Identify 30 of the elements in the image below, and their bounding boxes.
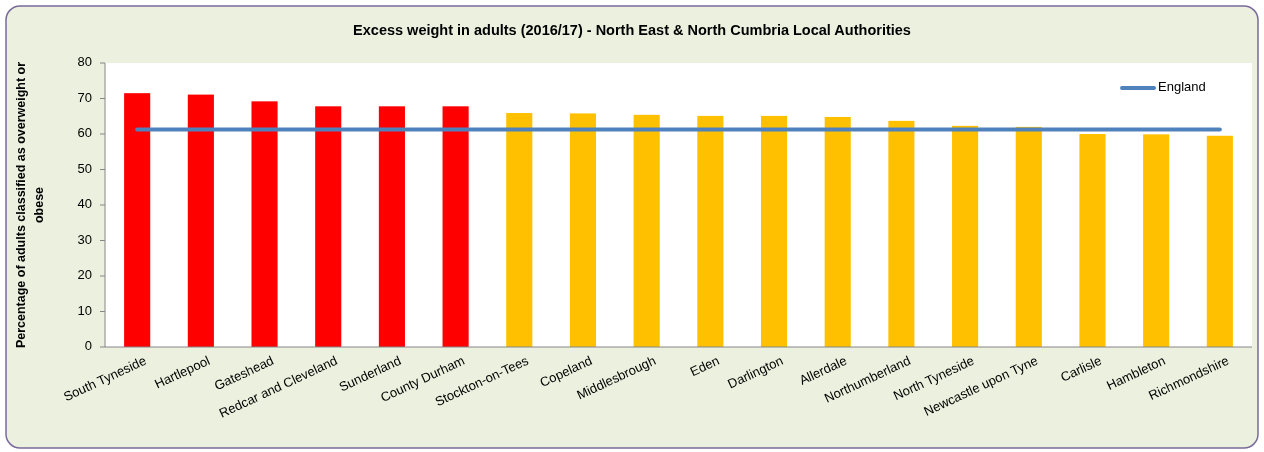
bar [187,94,214,347]
y-tick-label: 60 [77,125,92,141]
bar [506,113,533,347]
y-tick-label: 70 [77,89,92,105]
bar [1079,134,1106,347]
chart-title: Excess weight in adults (2016/17) - North East & North Cumbria Local Authorities [353,21,911,38]
y-tick-label: 10 [77,302,92,318]
y-axis-title: Percentage of adults classified as overweight or obese [14,61,47,349]
bar [1206,135,1233,347]
y-tick-label: 20 [77,267,92,283]
bar [378,106,405,347]
bar [442,106,469,347]
y-tick-label: 40 [77,196,92,212]
bar [124,93,151,347]
bar [633,114,660,347]
bar [952,125,979,347]
bar [760,115,788,347]
x-tick-label: Eden [687,352,722,380]
legend-label: England [1158,79,1206,95]
y-tick-label: 30 [77,231,92,247]
bar [1143,134,1170,347]
bar [251,101,278,347]
y-tick-label: 80 [77,54,92,70]
y-tick-label: 0 [84,338,92,354]
y-tick-label: 50 [77,160,92,176]
bar [315,106,342,347]
bar [824,116,851,347]
bar [697,115,724,347]
bar [569,113,597,347]
bar [888,120,915,347]
